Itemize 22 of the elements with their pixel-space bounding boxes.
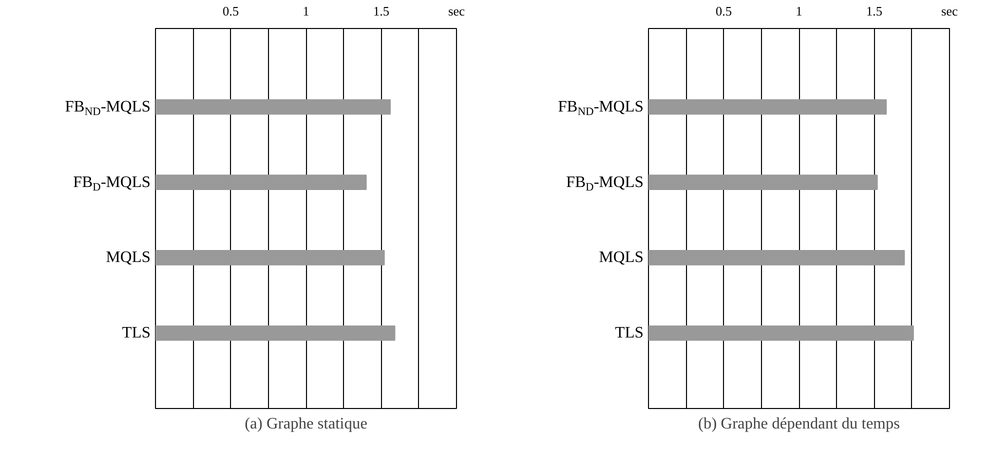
x-tick-label: 0.5 [716,4,732,18]
x-tick-label: 1 [302,4,310,18]
x-tick-label: 0.5 [222,4,239,18]
bar [156,325,396,341]
bar [648,174,878,190]
bar [156,250,385,266]
x-tick-label: sec [448,4,466,18]
y-tick-label: MQLS [599,249,644,266]
y-tick-label: TLS [615,324,644,342]
bar [156,99,391,115]
bar [156,174,367,190]
x-tick-label: 1.5 [373,4,390,18]
x-tick-label: 1.5 [866,4,882,18]
bar [648,99,887,115]
y-tick-label: MQLS [106,249,150,266]
bar [648,250,905,266]
y-tick-label: TLS [122,324,151,342]
text: (b) Graphe dépendant du temps [698,416,900,432]
x-tick-label: 1 [796,4,802,18]
bar [648,325,914,341]
x-tick-label: sec [941,4,958,18]
text: (a) Graphe statique [244,416,368,432]
